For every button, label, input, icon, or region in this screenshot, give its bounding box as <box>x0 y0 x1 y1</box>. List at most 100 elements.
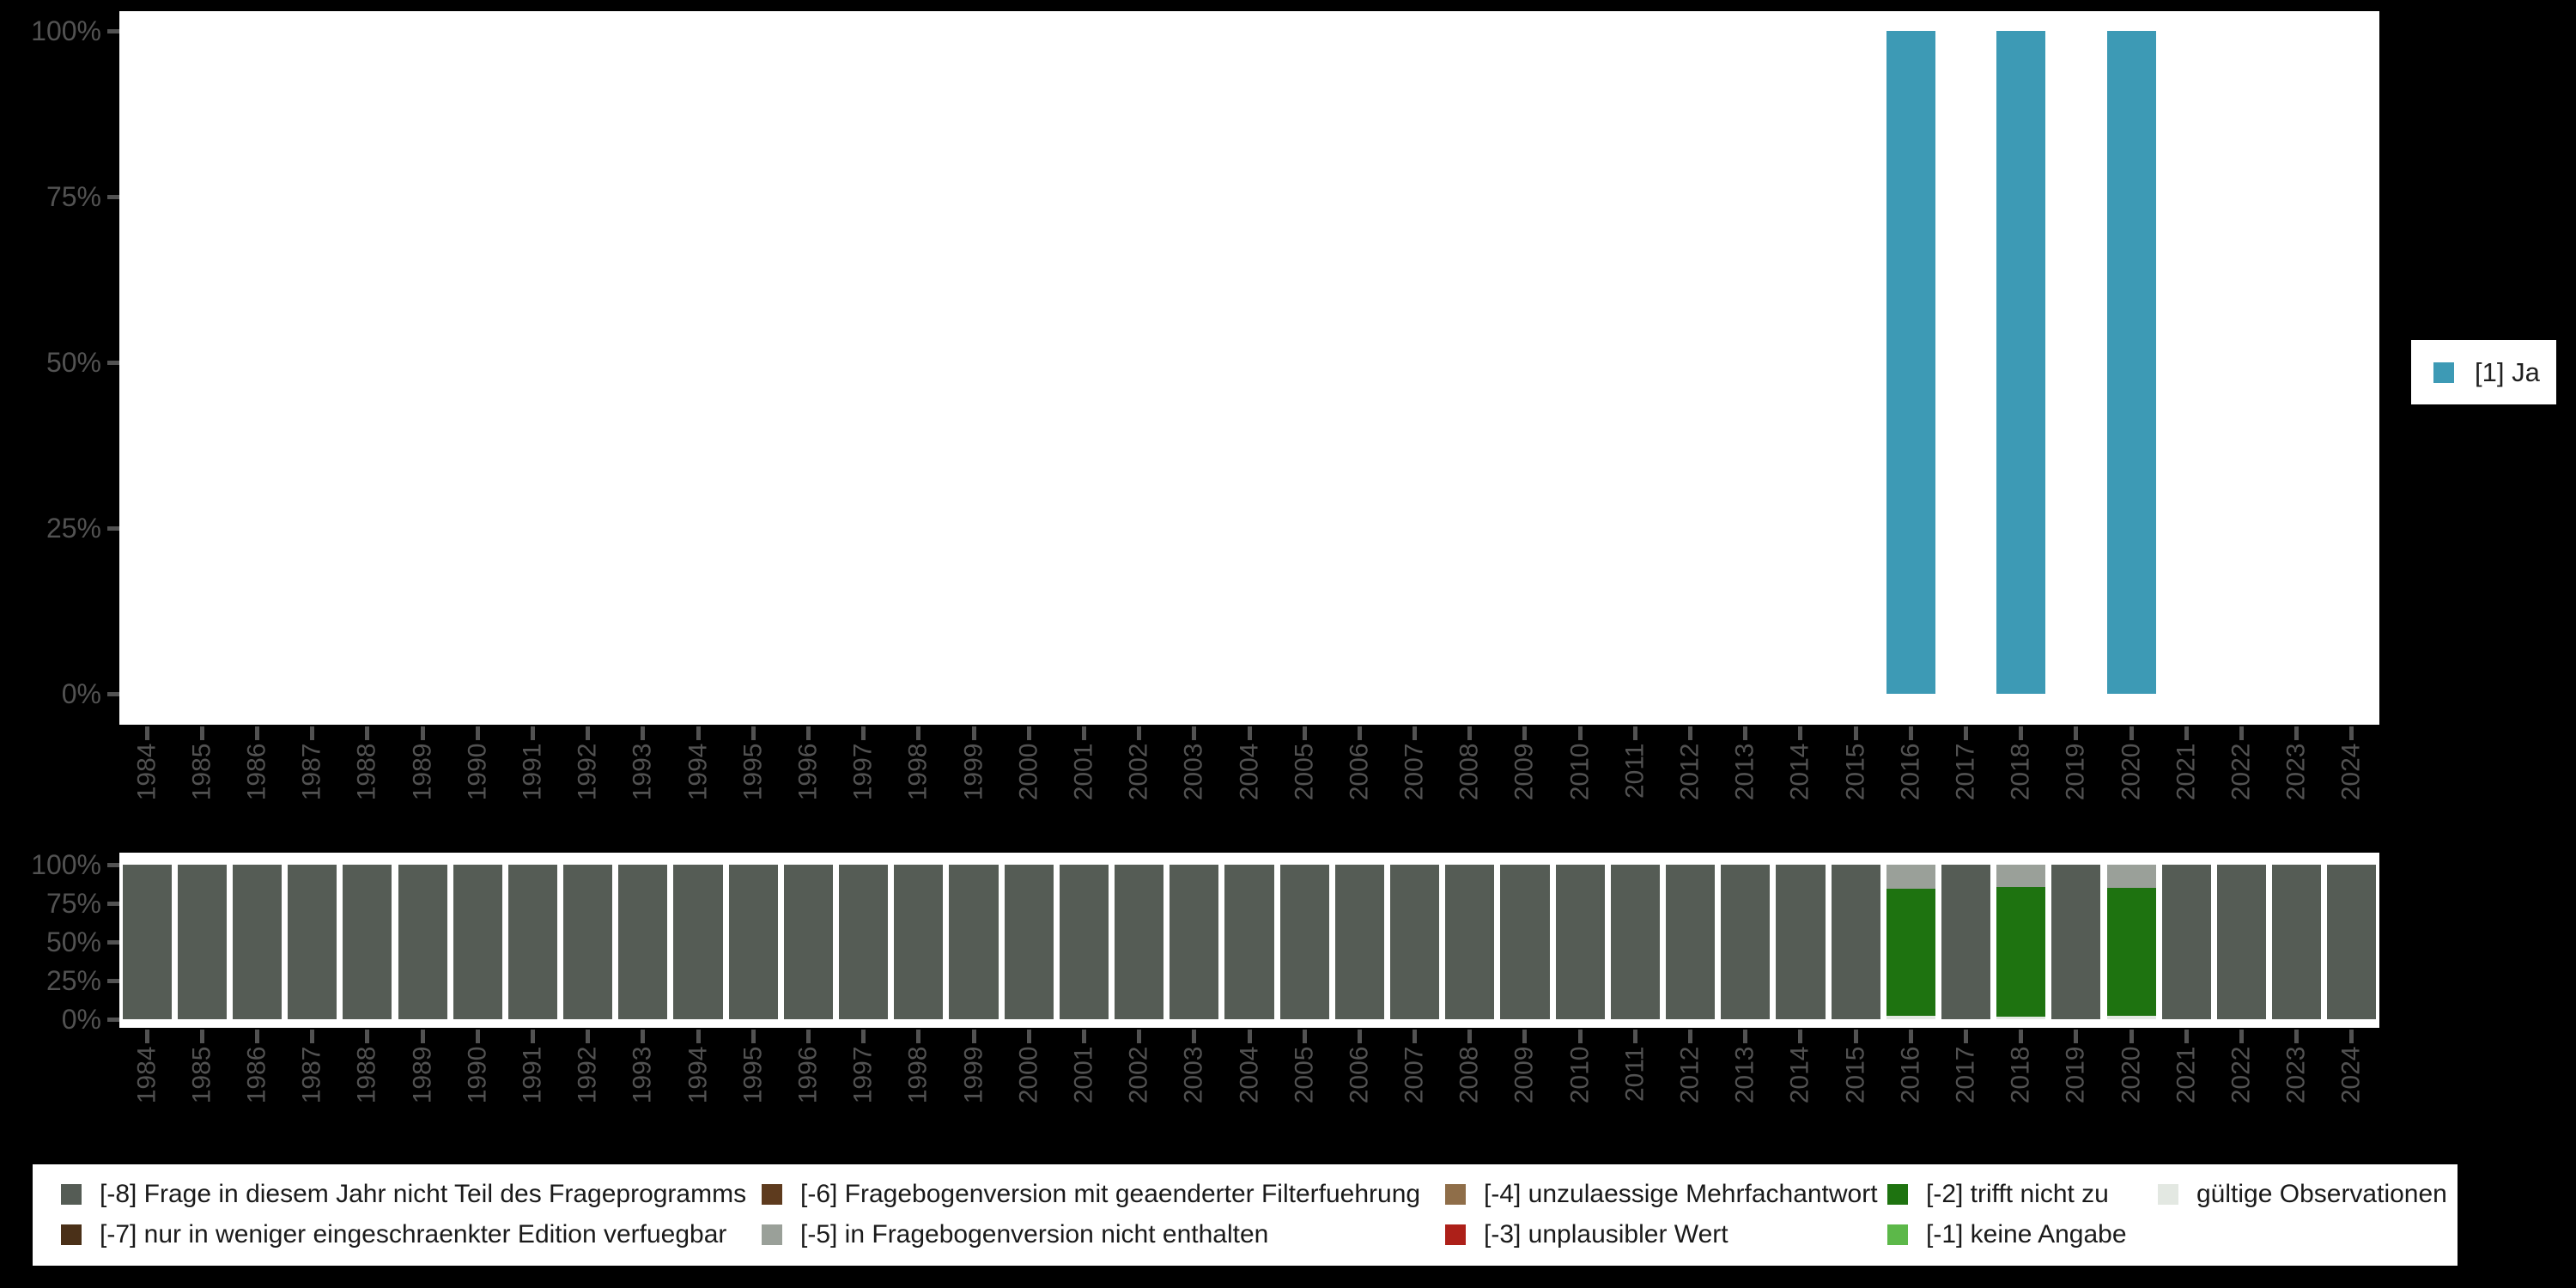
legend-label--8: [-8] Frage in diesem Jahr nicht Teil des… <box>100 1180 747 1208</box>
x-axis-tick <box>916 1030 921 1043</box>
legend-label--3: [-3] unplausibler Wert <box>1484 1220 1728 1249</box>
x-axis-tick <box>310 1030 315 1043</box>
bar-segment--8-2005 <box>1279 865 1329 1019</box>
y-axis-tick-label: 50% <box>46 347 101 378</box>
x-axis-tick-label: 1996 <box>793 1046 823 1104</box>
x-axis-tick <box>2184 726 2189 740</box>
bar-segment--8-1992 <box>563 865 613 1019</box>
bar-segment-valid-2018 <box>1996 1017 2046 1019</box>
x-axis-tick-label: 1990 <box>463 743 492 801</box>
x-axis-tick-label: 2022 <box>2227 743 2256 801</box>
x-axis-tick <box>2349 726 2354 740</box>
y-axis-tick <box>107 195 119 199</box>
y-axis-tick <box>107 1018 119 1022</box>
x-axis-tick <box>1743 726 1748 740</box>
bar-segment-valid-2016 <box>1886 1016 1935 1019</box>
bar-segment--8-1989 <box>398 865 447 1019</box>
x-axis-tick-label: 2017 <box>1951 743 1980 801</box>
x-axis-tick <box>1688 726 1693 740</box>
x-axis-tick-label: 1993 <box>628 743 657 801</box>
x-axis-tick-label: 2015 <box>1841 743 1870 801</box>
x-axis-tick-label: 2014 <box>1785 743 1814 801</box>
x-axis-tick <box>1137 726 1142 740</box>
x-axis-tick <box>475 1030 480 1043</box>
bar-segment--8-2006 <box>1334 865 1384 1019</box>
x-axis-tick <box>2239 1030 2244 1043</box>
x-axis-tick <box>530 726 535 740</box>
x-axis-tick <box>254 1030 259 1043</box>
x-axis-tick-label: 1996 <box>793 743 823 801</box>
x-axis-tick-label: 2016 <box>1896 1046 1925 1104</box>
x-axis-tick <box>2019 1030 2024 1043</box>
bar-segment--8-2008 <box>1445 865 1495 1019</box>
bar-segment--8-2010 <box>1555 865 1605 1019</box>
y-axis-tick-label: 75% <box>46 181 101 212</box>
bar-segment--8-1984 <box>122 865 172 1019</box>
legend-label--4: [-4] unzulaessige Mehrfachantwort <box>1484 1180 1878 1208</box>
x-axis-tick-label: 2002 <box>1124 1046 1153 1104</box>
x-axis-tick-label: 2016 <box>1896 743 1925 801</box>
x-axis-tick <box>1577 1030 1583 1043</box>
x-axis-tick <box>1413 726 1418 740</box>
x-axis-tick <box>1413 1030 1418 1043</box>
legend-swatch-valid <box>2158 1184 2178 1205</box>
bar-segment--8-1993 <box>618 865 668 1019</box>
y-axis-tick-label: 25% <box>46 513 101 544</box>
x-axis-tick <box>586 726 591 740</box>
x-axis-tick-label: 2015 <box>1841 1046 1870 1104</box>
x-axis-tick <box>641 726 646 740</box>
x-axis-tick <box>1081 726 1086 740</box>
x-axis-tick-label: 2008 <box>1455 743 1484 801</box>
x-axis-tick-label: 2012 <box>1675 743 1704 801</box>
bar-segment--2-2020 <box>2106 888 2156 1016</box>
x-axis-tick <box>2239 726 2244 740</box>
bar-segment-ja-2016 <box>1886 31 1935 694</box>
x-axis-tick-label: 1991 <box>518 1046 547 1104</box>
x-axis-tick <box>1026 726 1031 740</box>
x-axis-tick <box>144 1030 149 1043</box>
x-axis-tick-label: 2006 <box>1345 1046 1374 1104</box>
x-axis-tick <box>420 1030 425 1043</box>
x-axis-tick <box>475 726 480 740</box>
x-axis-tick <box>1302 726 1307 740</box>
x-axis-tick-label: 1985 <box>187 743 216 801</box>
x-axis-tick <box>365 1030 370 1043</box>
x-axis-tick <box>310 726 315 740</box>
bottom-legend-box: [-8] Frage in diesem Jahr nicht Teil des… <box>33 1164 2458 1266</box>
bar-segment--8-2024 <box>2327 865 2377 1019</box>
legend-ja-label: [1] Ja <box>2475 357 2540 387</box>
y-axis-tick <box>107 902 119 906</box>
bar-segment--8-2022 <box>2216 865 2267 1019</box>
legend-ja-box: [1] Ja <box>2411 340 2556 404</box>
x-axis-tick-label: 2017 <box>1951 1046 1980 1104</box>
y-axis-tick <box>107 361 119 365</box>
x-axis-tick <box>1688 1030 1693 1043</box>
x-axis-tick <box>696 1030 701 1043</box>
bar-segment--5-2016 <box>1886 865 1935 889</box>
y-axis-tick-label: 100% <box>31 849 101 880</box>
bar-segment--8-1997 <box>839 865 889 1019</box>
y-axis-tick-label: 75% <box>46 888 101 919</box>
x-axis-tick-label: 1998 <box>903 1046 933 1104</box>
x-axis-tick-label: 2020 <box>2117 1046 2146 1104</box>
x-axis-tick <box>365 726 370 740</box>
x-axis-tick <box>1137 1030 1142 1043</box>
bar-segment--8-2017 <box>1941 865 1991 1019</box>
x-axis-tick-label: 2014 <box>1785 1046 1814 1104</box>
x-axis-tick-label: 1994 <box>683 743 713 801</box>
x-axis-tick <box>696 726 701 740</box>
x-axis-tick-label: 2019 <box>2061 1046 2090 1104</box>
x-axis-tick-label: 2005 <box>1290 743 1319 801</box>
x-axis-tick <box>1577 726 1583 740</box>
bar-segment--2-2016 <box>1886 888 1935 1017</box>
x-axis-tick <box>641 1030 646 1043</box>
legend-label--1: [-1] keine Angabe <box>1926 1220 2127 1249</box>
bar-segment--8-1996 <box>783 865 833 1019</box>
x-axis-tick-label: 2010 <box>1565 743 1595 801</box>
x-axis-tick <box>1522 1030 1528 1043</box>
x-axis-tick-label: 2012 <box>1675 1046 1704 1104</box>
x-axis-tick <box>254 726 259 740</box>
bar-segment--8-2023 <box>2272 865 2322 1019</box>
legend-swatch--1 <box>1887 1224 1908 1245</box>
x-axis-tick-label: 2013 <box>1730 1046 1759 1104</box>
